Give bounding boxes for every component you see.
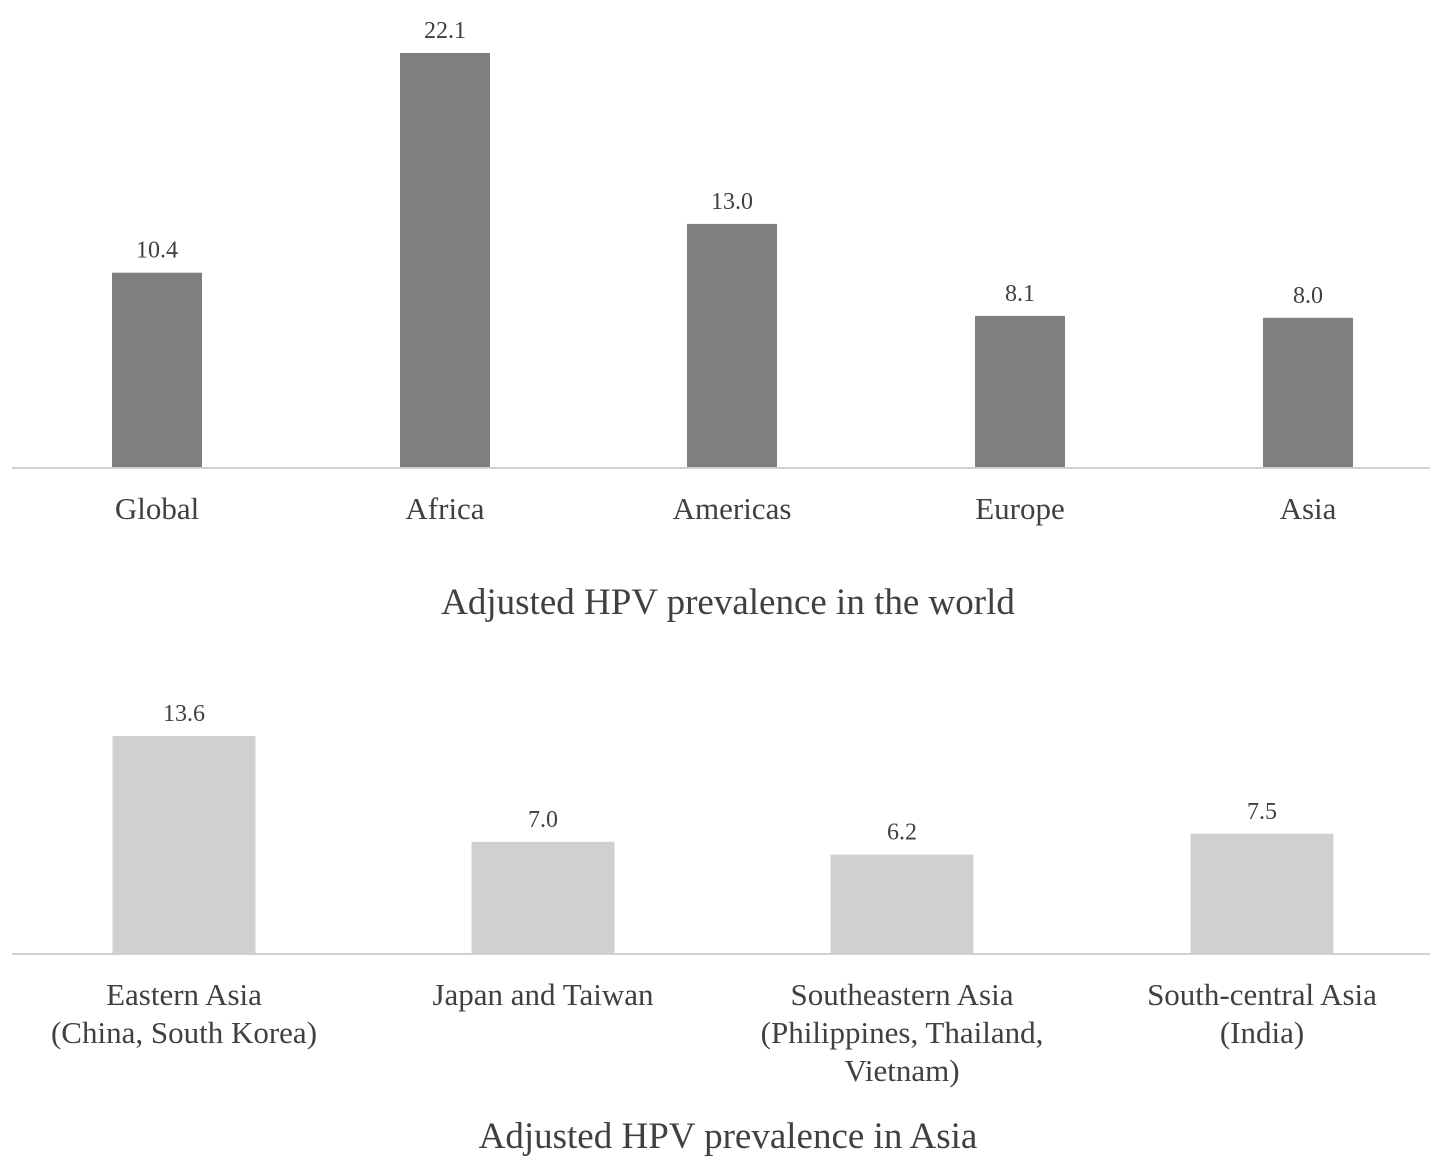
asia-bar-3 bbox=[830, 854, 974, 954]
world-value-label-1: 10.4 bbox=[136, 238, 178, 264]
asia-bar-4 bbox=[1190, 833, 1334, 954]
asia-chart-title: Adjusted HPV prevalence in Asia bbox=[479, 1116, 978, 1157]
world-category-label-4: Europe bbox=[975, 491, 1065, 526]
asia-value-label-3: 6.2 bbox=[887, 820, 917, 846]
asia-bars bbox=[112, 736, 1334, 954]
asia-category-label-4: South-central Asia (India) bbox=[1147, 977, 1377, 1050]
world-bars bbox=[112, 53, 1353, 468]
world-value-label-4: 8.1 bbox=[1005, 281, 1035, 307]
world-value-label-2: 22.1 bbox=[424, 18, 466, 44]
asia-bar-2 bbox=[471, 841, 615, 954]
asia-value-label-2: 7.0 bbox=[528, 807, 558, 833]
asia-value-label-1: 13.6 bbox=[163, 701, 205, 727]
world-bar-2 bbox=[400, 53, 490, 468]
asia-prevalence-chart: 13.6 7.0 6.2 7.5 Eastern Asia (China, South … bbox=[12, 701, 1430, 1157]
world-chart-title: Adjusted HPV prevalence in the world bbox=[441, 582, 1015, 623]
asia-bar-1 bbox=[112, 736, 256, 954]
asia-category-label-2: Japan and Taiwan bbox=[432, 977, 654, 1012]
asia-value-label-4: 7.5 bbox=[1247, 799, 1277, 825]
world-category-label-2: Africa bbox=[405, 491, 484, 526]
asia-value-labels: 13.6 7.0 6.2 7.5 bbox=[163, 701, 1277, 846]
asia-category-label-3: Southeastern Asia (Philippines, Thailand,… bbox=[761, 977, 1044, 1088]
world-prevalence-chart: 10.4 22.1 13.0 8.1 8.0 Global Africa Americas E… bbox=[12, 18, 1430, 623]
world-bar-3 bbox=[687, 223, 777, 468]
world-category-label-1: Global bbox=[115, 491, 199, 526]
world-bar-5 bbox=[1263, 317, 1353, 468]
world-bar-4 bbox=[975, 315, 1065, 468]
world-value-labels: 10.4 22.1 13.0 8.1 8.0 bbox=[136, 18, 1323, 309]
world-category-label-5: Asia bbox=[1280, 491, 1337, 526]
world-value-label-5: 8.0 bbox=[1293, 283, 1323, 309]
world-value-label-3: 13.0 bbox=[711, 189, 753, 215]
asia-category-labels: Eastern Asia (China, South Korea) Japan an… bbox=[51, 977, 1377, 1088]
world-category-labels: Global Africa Americas Europe Asia bbox=[115, 491, 1337, 526]
world-bar-1 bbox=[112, 272, 202, 468]
world-category-label-3: Americas bbox=[673, 491, 792, 526]
asia-category-label-1: Eastern Asia (China, South Korea) bbox=[51, 977, 317, 1050]
